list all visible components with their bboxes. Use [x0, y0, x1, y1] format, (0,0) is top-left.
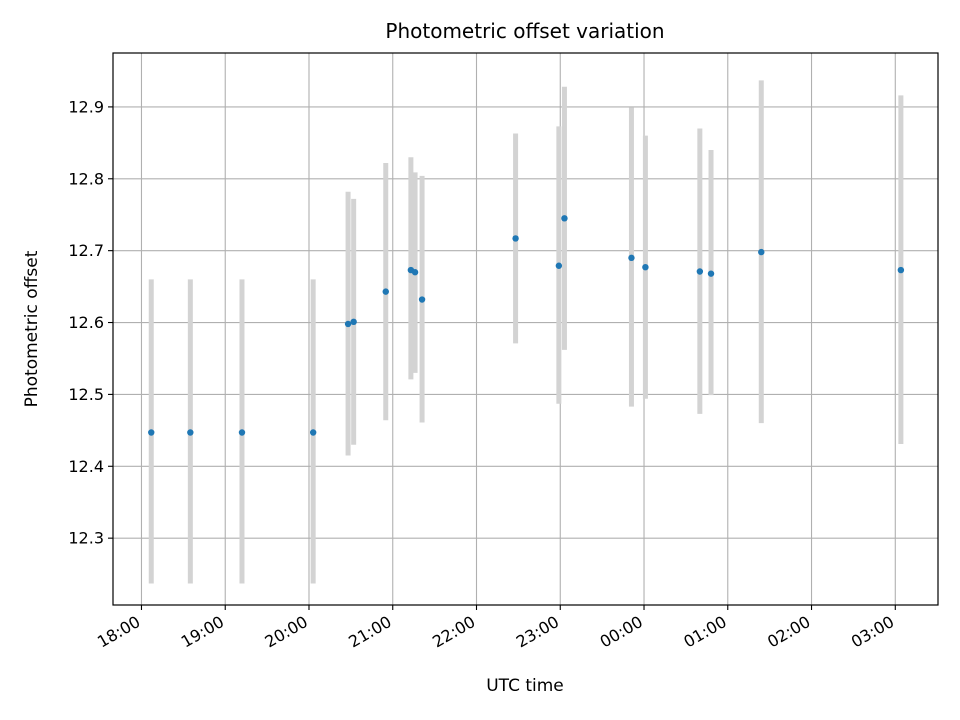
data-point: [512, 235, 519, 242]
y-tick-label: 12.8: [68, 169, 104, 188]
data-point: [350, 318, 357, 326]
y-tick-label: 12.3: [68, 529, 104, 548]
data-point: [696, 268, 704, 275]
data-point: [344, 320, 352, 328]
data-point: [628, 254, 635, 262]
x-axis-title: UTC time: [486, 676, 564, 696]
plot-frame: [112, 52, 939, 606]
data-point: [561, 215, 568, 222]
data-point: [897, 266, 905, 274]
data-point: [187, 429, 194, 436]
data-points: [148, 215, 905, 436]
data-point: [148, 429, 155, 436]
chart-title: Photometric offset variation: [385, 19, 664, 43]
y-tick-label: 12.5: [68, 385, 104, 404]
y-tick-label: 12.4: [68, 457, 104, 476]
y-tick-label: 12.7: [68, 241, 104, 260]
data-point: [238, 429, 246, 436]
y-axis: 12.3 12.4 12.5 12.6 12.7 12.8 12.9: [68, 97, 113, 548]
data-point: [758, 248, 765, 256]
data-point: [418, 296, 426, 303]
y-tick-label: 12.6: [68, 313, 104, 332]
y-tick-label: 12.9: [68, 97, 104, 116]
data-point: [382, 288, 389, 295]
data-point: [411, 269, 419, 276]
data-point: [309, 429, 317, 436]
data-point: [642, 263, 649, 271]
data-point: [707, 270, 715, 277]
y-axis-title: Photometric offset: [22, 250, 42, 407]
data-point: [555, 262, 563, 269]
